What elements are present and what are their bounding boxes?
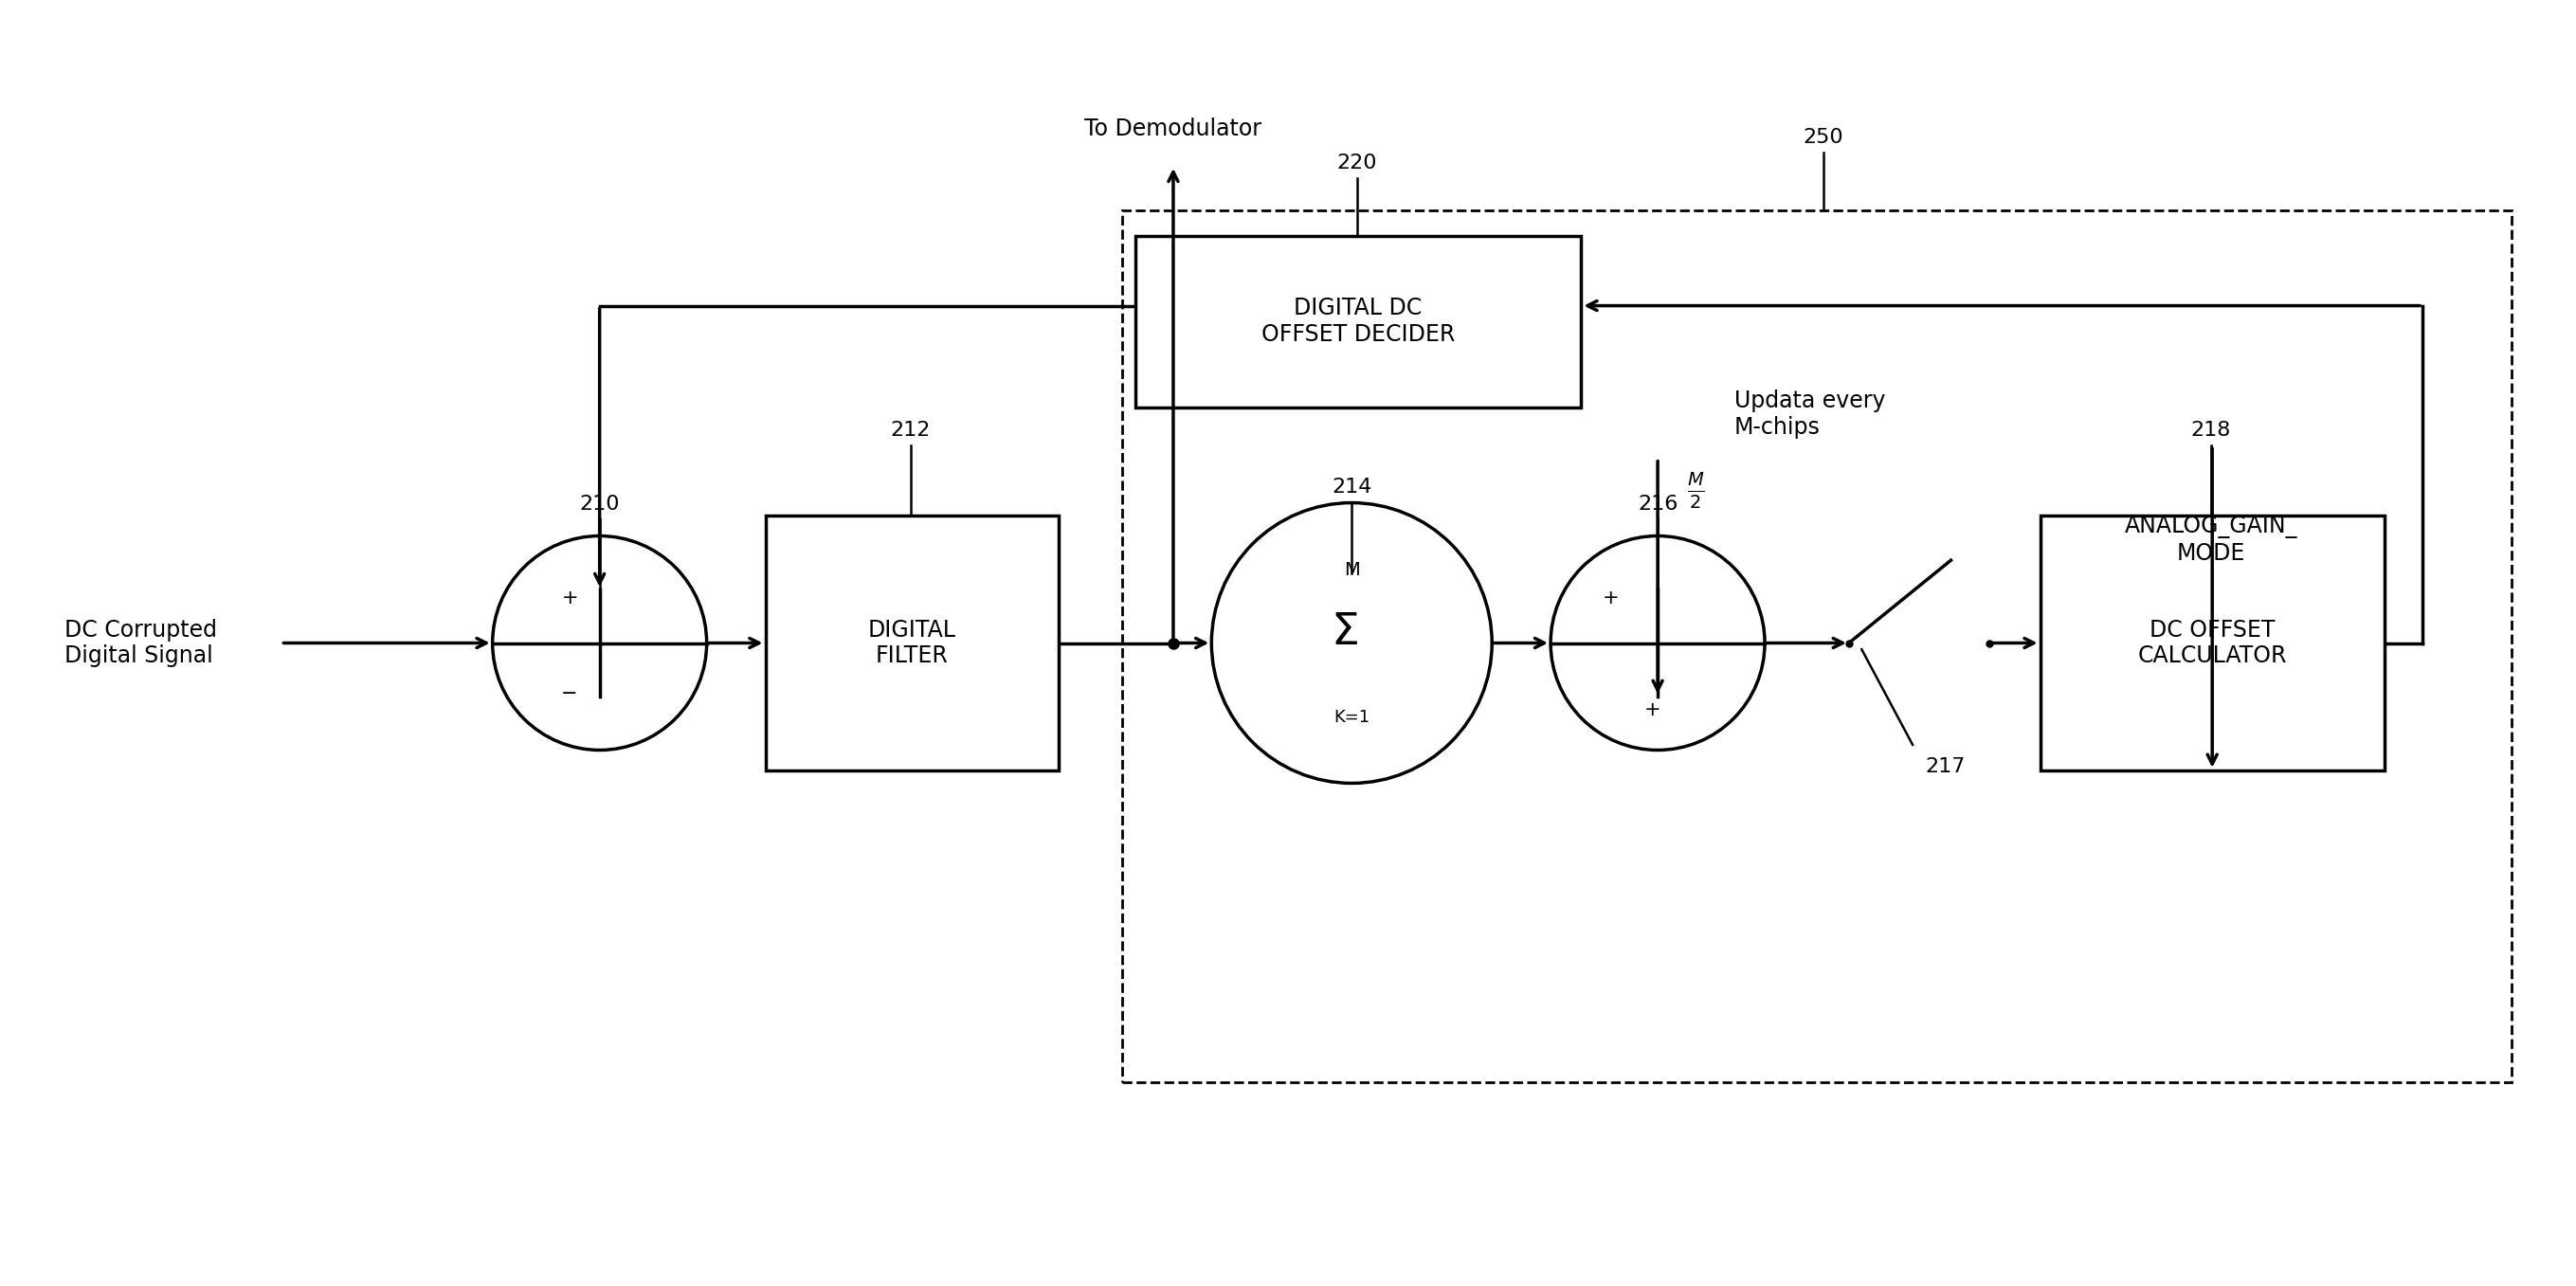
Text: ANALOG_GAIN_
MODE: ANALOG_GAIN_ MODE (2125, 516, 2298, 565)
Text: $\Sigma$: $\Sigma$ (1329, 612, 1358, 655)
Text: $\frac{M}{2}$: $\frac{M}{2}$ (1687, 471, 1705, 511)
Text: K=1: K=1 (1334, 709, 1370, 727)
Text: 210: 210 (580, 494, 621, 513)
Text: +: + (1643, 701, 1662, 719)
Text: DC Corrupted
Digital Signal: DC Corrupted Digital Signal (64, 619, 216, 667)
Text: +: + (1602, 589, 1620, 608)
Text: DC OFFSET
CALCULATOR: DC OFFSET CALCULATOR (2138, 619, 2287, 667)
Bar (2040, 516, 2385, 770)
Text: +: + (562, 589, 577, 608)
Bar (765, 516, 1059, 770)
Text: To Demodulator: To Demodulator (1084, 117, 1262, 140)
Bar (1136, 235, 1582, 408)
Text: 217: 217 (1924, 757, 1965, 777)
Text: 250: 250 (1803, 127, 1844, 147)
Text: Updata every
M-chips: Updata every M-chips (1734, 390, 1886, 439)
Text: M: M (1345, 562, 1360, 580)
Text: 214: 214 (1332, 477, 1373, 496)
Text: 218: 218 (2190, 421, 2231, 440)
Text: DIGITAL
FILTER: DIGITAL FILTER (868, 619, 956, 667)
Text: 220: 220 (1337, 153, 1378, 172)
Bar (1123, 210, 2512, 1082)
Text: −: − (562, 684, 577, 703)
Text: 216: 216 (1638, 494, 1677, 513)
Text: DIGITAL DC
OFFSET DECIDER: DIGITAL DC OFFSET DECIDER (1262, 297, 1455, 346)
Text: 212: 212 (891, 421, 930, 440)
